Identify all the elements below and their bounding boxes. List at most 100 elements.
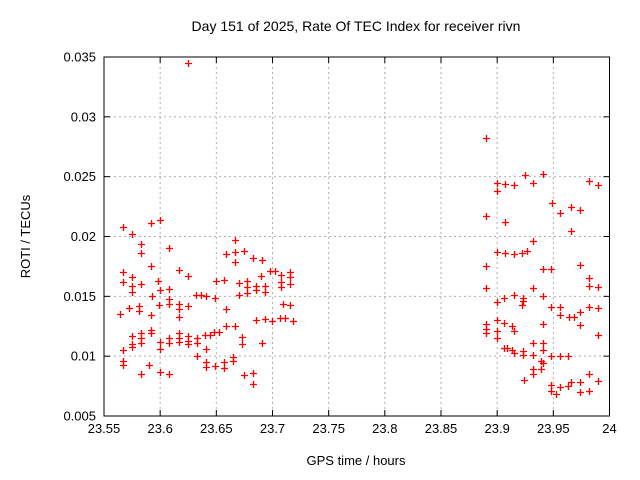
data-point — [253, 317, 260, 324]
data-point — [138, 371, 145, 378]
y-tick-label: 0.025 — [63, 169, 96, 184]
data-point — [586, 388, 593, 395]
data-point — [166, 301, 173, 308]
data-point — [519, 302, 526, 309]
data-point — [221, 365, 228, 372]
data-point — [129, 283, 136, 290]
data-point — [120, 279, 127, 286]
x-axis-label: GPS time / hours — [307, 453, 406, 468]
data-point — [250, 255, 257, 262]
data-point — [241, 248, 248, 255]
data-points-layer — [117, 60, 602, 398]
y-tick-label: 0.01 — [71, 349, 96, 364]
data-point — [157, 287, 164, 294]
data-point — [278, 284, 285, 291]
x-tick-label: 23.75 — [312, 421, 345, 436]
data-point — [250, 381, 257, 388]
data-point — [157, 369, 164, 376]
data-point — [501, 295, 508, 302]
data-point — [232, 259, 239, 266]
y-tick-label: 0.02 — [71, 229, 96, 244]
data-point — [176, 339, 183, 346]
data-point — [548, 353, 555, 360]
data-point — [540, 360, 547, 367]
data-point — [269, 318, 276, 325]
data-point — [223, 251, 230, 258]
data-point — [166, 245, 173, 252]
y-tick-label: 0.035 — [63, 50, 96, 65]
x-tick-label: 23.7 — [260, 421, 285, 436]
data-point — [166, 340, 173, 347]
data-point — [203, 364, 210, 371]
data-point — [129, 333, 136, 340]
data-point — [520, 352, 527, 359]
data-point — [586, 371, 593, 378]
data-point — [530, 285, 537, 292]
data-point — [282, 315, 289, 322]
data-point — [577, 322, 584, 329]
data-point — [138, 241, 145, 248]
data-point — [166, 286, 173, 293]
data-point — [244, 284, 251, 291]
data-point — [176, 306, 183, 313]
data-point — [494, 188, 501, 195]
data-point — [494, 299, 501, 306]
data-point — [120, 224, 127, 231]
data-point — [148, 263, 155, 270]
data-point — [595, 305, 602, 312]
data-point — [241, 372, 248, 379]
data-point — [504, 345, 511, 352]
data-point — [212, 363, 219, 370]
data-point — [522, 172, 529, 179]
data-point — [511, 328, 518, 335]
data-point — [494, 317, 501, 324]
x-tick-label: 23.85 — [425, 421, 458, 436]
data-point — [595, 332, 602, 339]
data-point — [540, 171, 547, 178]
data-point — [530, 371, 537, 378]
data-point — [568, 228, 575, 235]
data-point — [146, 362, 153, 369]
data-point — [120, 362, 127, 369]
data-point — [557, 210, 564, 217]
data-point — [194, 353, 201, 360]
data-point — [586, 283, 593, 290]
data-point — [540, 266, 547, 273]
axis-layer: 23.55 23.6 23.65 23.7 23.75 23.8 23.85 23.9 23.9… — [63, 50, 616, 437]
data-point — [577, 389, 584, 396]
data-point — [557, 384, 564, 391]
data-point — [568, 379, 575, 386]
data-point — [586, 304, 593, 311]
data-point — [185, 303, 192, 310]
data-point — [221, 277, 228, 284]
data-point — [494, 328, 501, 335]
data-point — [262, 316, 269, 323]
data-point — [511, 350, 518, 357]
data-point — [540, 293, 547, 300]
data-point — [280, 301, 287, 308]
y-tick-label: 0.03 — [71, 109, 96, 124]
data-point — [577, 379, 584, 386]
data-point — [272, 268, 279, 275]
data-point — [290, 318, 297, 325]
x-tick-label: 23.65 — [200, 421, 233, 436]
data-point — [157, 339, 164, 346]
data-point — [157, 217, 164, 224]
x-tick-label: 23.95 — [537, 421, 570, 436]
data-point — [236, 292, 243, 299]
data-point — [223, 306, 230, 313]
x-tick-label: 23.8 — [372, 421, 397, 436]
data-point — [287, 302, 294, 309]
data-point — [253, 287, 260, 294]
data-point — [198, 292, 205, 299]
x-tick-label: 23.6 — [148, 421, 173, 436]
data-point — [148, 220, 155, 227]
y-axis-label: ROTI / TECUs — [18, 194, 33, 278]
data-point — [565, 353, 572, 360]
data-point — [577, 309, 584, 316]
data-point — [557, 353, 564, 360]
chart-title: Day 151 of 2025, Rate Of TEC Index for r… — [192, 18, 521, 34]
y-tick-label: 0.015 — [63, 289, 96, 304]
data-point — [548, 382, 555, 389]
